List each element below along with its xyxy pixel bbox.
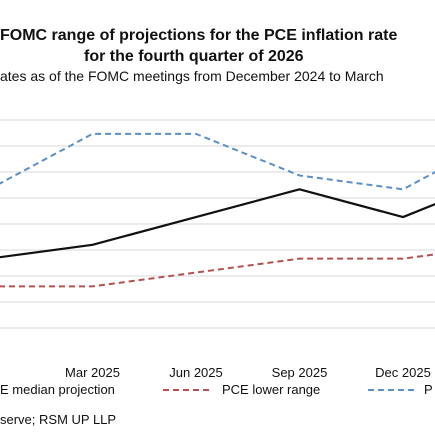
series-lines (0, 132, 435, 288)
x-tick-label: Mar 2025 (65, 365, 120, 380)
series-line-2 (0, 132, 435, 191)
x-tick-label: Sep 2025 (272, 365, 328, 380)
x-tick-label: Jun 2025 (169, 365, 223, 380)
source-note: serve; RSM UP LLP (0, 412, 116, 427)
gridlines (0, 119, 435, 329)
chart-title-line2: for the fourth quarter of 2026 (84, 48, 304, 65)
legend: E median projection PCE lower range P (0, 382, 433, 397)
series-line-0 (0, 188, 435, 259)
chart-subtitle: ates as of the FOMC meetings from Decemb… (0, 68, 384, 84)
series-line-1 (0, 253, 435, 288)
x-tick-label: Dec 2025 (375, 365, 431, 380)
chart-title-line1: FOMC range of projections for the PCE in… (0, 27, 397, 44)
legend-label-0: E median projection (0, 382, 115, 397)
legend-label-2: P (424, 382, 433, 397)
legend-label-1: PCE lower range (222, 382, 320, 397)
